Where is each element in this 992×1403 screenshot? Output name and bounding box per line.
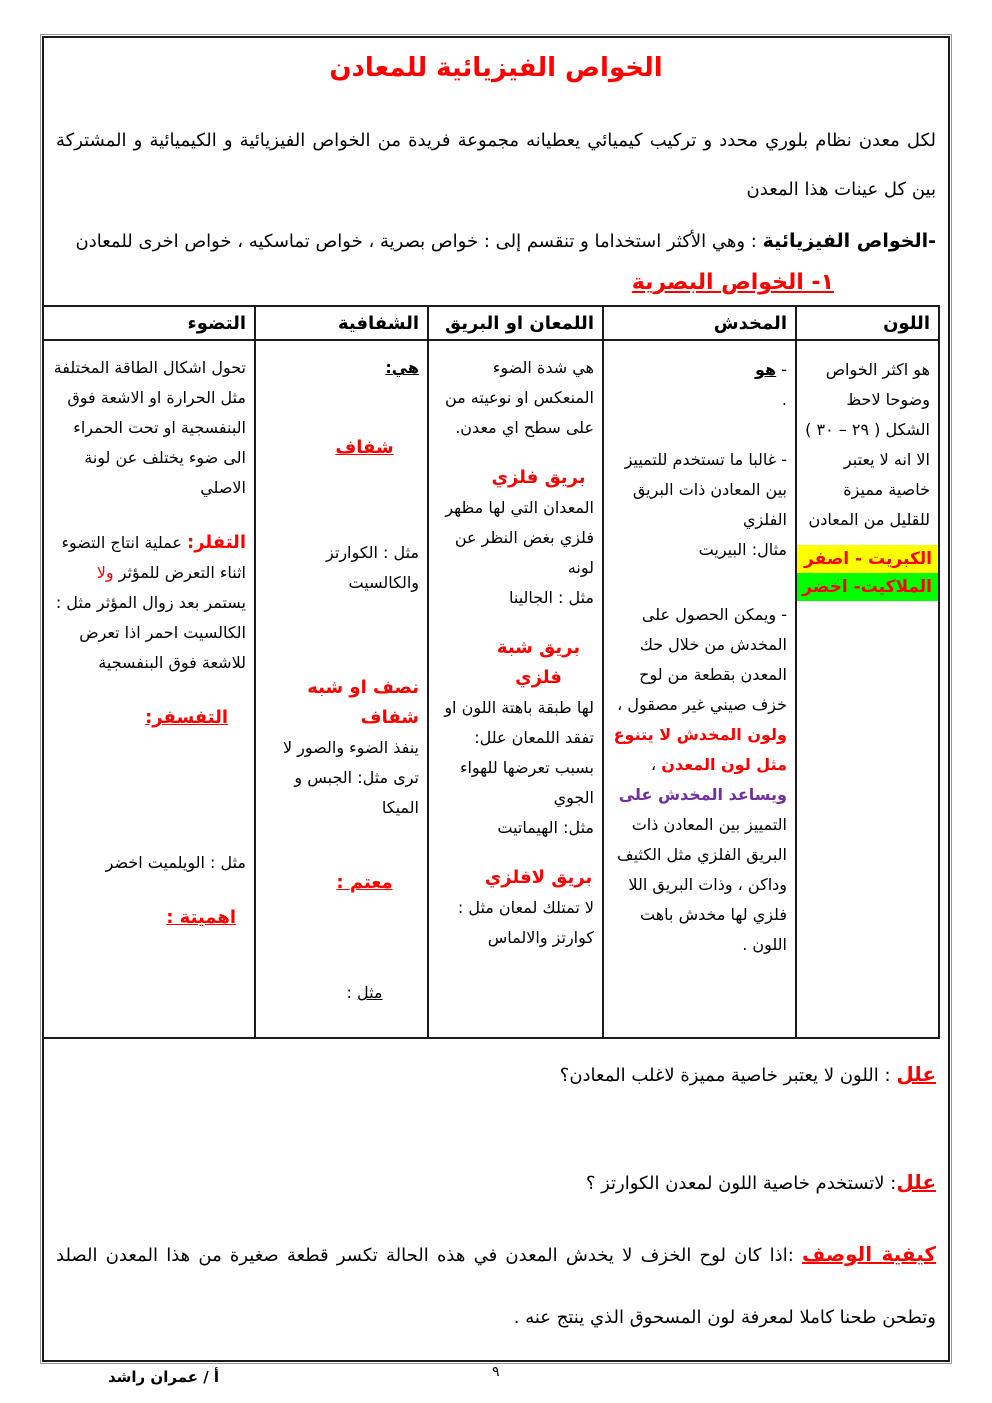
transparency-example-colon: : [346,983,357,1003]
phosphorescence-label: التفسفر: [145,707,228,729]
streak-method: - ويمكن الحصول على المخدش من خلال حك الم… [612,600,787,960]
highlight-sulfur-yellow: الكبريت - اصفر [797,545,938,574]
column-header-streak: المخدش [602,305,797,342]
table-body-row: هو اكثر الخواص وضوحا لاحظ الشكل ( ٢٩ – ٣… [42,339,940,1040]
transparency-translucent-heading: نصف او شبه شفاف [307,677,419,729]
cell-color: هو اكثر الخواص وضوحا لاحظ الشكل ( ٢٩ – ٣… [795,339,940,1040]
luster-submetallic-heading: بريق شبة فلزي [496,637,581,689]
intro-paragraph: لكل معدن نظام بلوري محدد و تركيب كيميائي… [56,129,936,201]
physical-properties-paragraph: -الخواص الفيزيائية : وهي الأكثر استخداما… [56,217,936,266]
transparency-translucent-text: ينفذ الضوء والصور لا ترى مثل: الجبس و ال… [282,738,419,818]
fluorescence-label: التفلر: [187,532,246,554]
question-2-text: : لاتستخدم خاصية اللون لمعدن الكوارتز ؟ [585,1173,897,1195]
phosphorescence-example: مثل : الويلميت اخضر [105,853,246,873]
column-header-transparency: الشفافية [254,305,429,342]
streak-method-purple-note: ويساعد المخدش على [618,785,787,805]
transparency-def-label: هي: [385,358,419,378]
physical-properties-label: -الخواص الفيزيائية [762,229,936,252]
physical-properties-text: : وهي الأكثر استخداما و تنقسم إلى : خواص… [75,230,763,252]
streak-method-text: - ويمكن الحصول على المخدش من خلال حك الم… [617,605,787,715]
luster-submetallic-example: مثل: الهيماتيت [497,818,594,838]
description-method-label: كيفية الوصف [802,1242,936,1267]
streak-method-red-note: ولون المخدش لا يتنوع مثل لون المعدن [613,725,787,775]
fluorescence-red-word: ولا [96,563,114,583]
streak-usage: - غالبا ما تستخدم للتمييز بين المعادن ذا… [624,450,787,530]
fluorescence-paragraph: التفلر: عملية انتاج التضوء اثناء التعرض … [52,528,246,678]
page-frame: الخواص الفيزيائية للمعادن لكل معدن نظام … [40,34,952,1364]
streak-definition-lead: - هو [612,355,787,385]
cell-streak: - هو . - غالبا ما تستخدم للتمييز بين الم… [602,339,797,1040]
transparency-opaque-heading: معتم : [336,872,393,894]
luster-submetallic-text: لها طبقة باهتة اللون او تفقد اللمعان علل… [444,698,594,808]
description-method-paragraph: كيفية الوصف :اذا كان لوح الخزف لا يخدش ا… [56,1223,936,1349]
fluorescence-tail: يستمر بعد زوال المؤثر مثل : الكالسيت احم… [55,593,246,673]
streak-dot: . [781,390,787,410]
column-header-color: اللون [795,305,940,342]
cell-transparency: هي: شفاف مثل : الكوارتز والكالسيت نصف او… [254,339,429,1040]
transparency-example-word: مثل [356,983,383,1003]
fluorescence-text: عملية انتاج التضوء اثناء التعرض للمؤثر [61,533,246,583]
column-header-luminescence: التضوء [42,305,256,342]
question-1-label: علل [896,1062,936,1087]
table-header-row: اللون المخدش اللمعان او البريق الشفافية … [42,305,940,342]
column-header-luster: اللمعان او البريق [427,305,604,342]
importance-label: اهميتة : [166,907,236,929]
footer-page-number: ٩ [492,1364,500,1380]
question-2: علل: لاتستخدم خاصية اللون لمعدن الكوارتز… [56,1167,936,1197]
description-method-text: :اذا كان لوح الخزف لا يخدش المعدن في هذه… [56,1245,936,1329]
luster-metallic-heading: بريق فلزي [491,467,586,489]
luminescence-definition: تحول اشكال الطاقة المختلفة مثل الحرارة ا… [53,358,246,498]
streak-dash: - [776,360,787,380]
page-title: الخواص الفيزيائية للمعادن [329,53,663,83]
streak-method-tail: التمييز بين المعادن ذات البريق الفلزي مث… [617,815,787,955]
optical-properties-heading: ١- الخواص البصرية [631,270,834,296]
luster-metallic-text: المعدان التي لها مظهر فلزي بغض النظر عن … [445,498,594,578]
streak-is-label: هو [755,360,777,380]
luster-nonmetallic-text: لا تمتلك لمعان مثل : كوارتز والالماس [457,898,594,948]
cell-luminescence: تحول اشكال الطاقة المختلفة مثل الحرارة ا… [42,339,256,1040]
optical-properties-table: اللون المخدش اللمعان او البريق الشفافية … [42,305,940,1040]
streak-method-sep: ، [651,755,662,775]
cell-luster: هي شدة الضوء المنعكس او نوعيته من على سط… [427,339,604,1040]
color-definition: هو اكثر الخواص وضوحا لاحظ الشكل ( ٢٩ – ٣… [805,360,930,530]
luster-nonmetallic-heading: بريق لافلزي [484,867,593,889]
luster-metallic-example: مثل : الجالينا [508,588,594,608]
question-2-label: علل [896,1170,936,1195]
highlight-malachite-green: الملاكيت- اخضر [797,573,938,602]
transparency-transparent-heading: شفاف [335,437,394,459]
streak-example: مثال: البيريت [698,540,787,560]
question-1: علل : اللون لا يعتبر خاصية مميزة لاغلب ا… [56,1059,936,1089]
transparency-transparent-example: مثل : الكوارتز والكالسيت [326,543,419,593]
question-1-text: : اللون لا يعتبر خاصية مميزة لاغلب المعا… [559,1065,897,1087]
transparency-opaque-example: مثل : [264,978,419,1008]
footer-author: أ / عمران راشد [108,1368,220,1386]
luster-definition: هي شدة الضوء المنعكس او نوعيته من على سط… [444,358,594,438]
